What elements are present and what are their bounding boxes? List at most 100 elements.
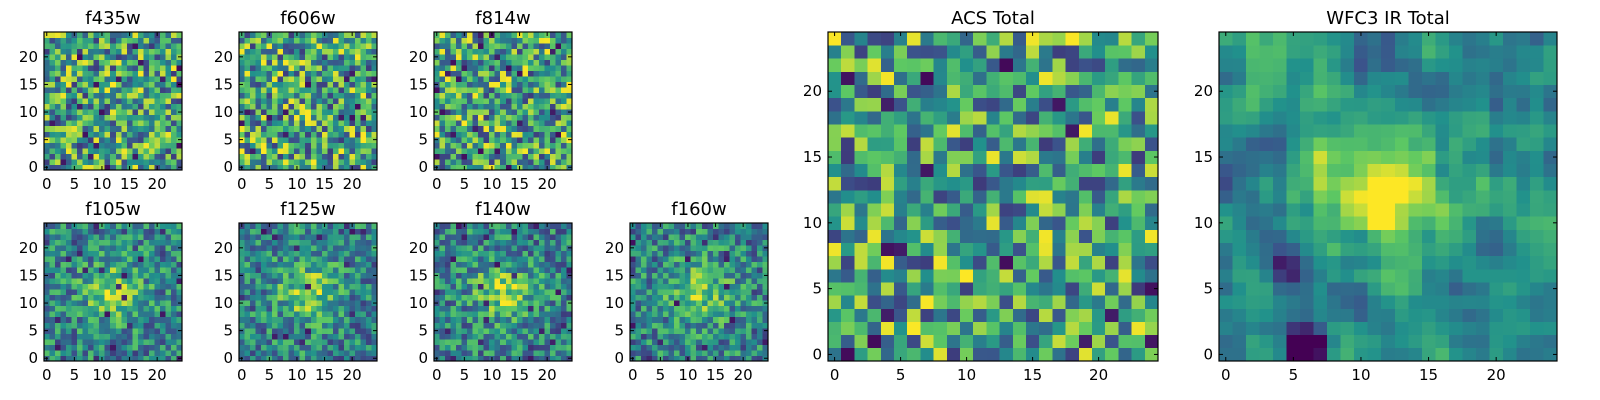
heatmap-cell — [707, 322, 714, 329]
heatmap-cell — [472, 131, 479, 138]
heatmap-cell — [104, 147, 111, 154]
heatmap-cell — [93, 272, 100, 279]
heatmap-cell — [456, 120, 462, 127]
heatmap-cell — [71, 256, 78, 263]
heatmap-cell — [533, 267, 540, 274]
heatmap-cell — [439, 48, 446, 55]
heatmap-cell — [44, 250, 50, 257]
heatmap-cell — [159, 261, 166, 268]
heatmap-cell — [126, 294, 133, 301]
heatmap-cell — [674, 305, 681, 312]
heatmap-cell — [305, 239, 312, 246]
heatmap-cell — [527, 349, 534, 356]
heatmap-cell — [88, 164, 95, 171]
heatmap-cell — [1026, 176, 1040, 191]
heatmap-cell — [505, 294, 512, 301]
heatmap-cell — [472, 278, 479, 285]
heatmap-cell — [250, 278, 256, 285]
heatmap-cell — [255, 228, 262, 235]
heatmap-cell — [332, 289, 339, 296]
heatmap-cell — [511, 223, 518, 229]
heatmap-cell — [960, 163, 974, 178]
heatmap-cell — [439, 87, 446, 94]
heatmap-cell — [679, 338, 686, 345]
heatmap-cell — [255, 245, 262, 251]
heatmap-cell — [360, 223, 367, 229]
heatmap-cell — [461, 37, 468, 44]
heatmap-cell — [472, 327, 479, 334]
heatmap-cell — [456, 267, 462, 274]
heatmap-cell — [489, 239, 496, 246]
heatmap-cell — [560, 349, 567, 356]
heatmap-cell — [365, 305, 372, 312]
heatmap-cell — [165, 223, 172, 229]
heatmap-cell — [239, 142, 245, 149]
heatmap-cell — [338, 267, 345, 274]
heatmap-cell — [66, 70, 72, 77]
heatmap-cell — [170, 344, 177, 351]
heatmap-cell — [321, 65, 328, 72]
heatmap-cell — [478, 228, 485, 235]
heatmap-cell — [483, 283, 490, 290]
heatmap-cell — [1131, 295, 1146, 309]
heatmap-cell — [99, 289, 106, 296]
heatmap-cell — [132, 54, 139, 60]
heatmap-cell — [143, 228, 150, 235]
heatmap-cell — [920, 216, 934, 230]
heatmap-cell — [299, 109, 306, 116]
heatmap-cell — [516, 228, 523, 235]
heatmap-cell — [494, 142, 501, 149]
heatmap-cell — [288, 256, 295, 263]
heatmap-cell — [305, 322, 312, 329]
heatmap-cell — [500, 158, 507, 165]
heatmap-cell — [294, 114, 301, 121]
heatmap-cell — [60, 136, 67, 143]
heatmap-cell — [505, 70, 512, 77]
panel-title: f105w — [85, 199, 140, 220]
heatmap-cell — [154, 316, 161, 323]
heatmap-cell — [555, 294, 562, 301]
heatmap-cell — [165, 239, 172, 246]
heatmap-cell — [729, 228, 736, 235]
heatmap-cell — [555, 32, 562, 38]
heatmap-cell — [121, 59, 128, 66]
heatmap-cell — [49, 103, 56, 110]
heatmap-cell — [310, 272, 317, 279]
heatmap-cell — [115, 136, 122, 143]
heatmap-cell — [527, 239, 534, 246]
heatmap-cell — [544, 59, 551, 66]
heatmap-cell — [121, 114, 128, 121]
heatmap-cell — [261, 228, 267, 235]
heatmap-cell — [472, 256, 479, 263]
heatmap-cell — [244, 349, 251, 356]
heatmap-cell — [349, 234, 356, 240]
heatmap-cell — [511, 32, 518, 38]
heatmap-cell — [49, 37, 56, 44]
heatmap-cell — [305, 344, 312, 351]
heatmap-cell — [538, 32, 545, 38]
heatmap-cell — [533, 114, 540, 121]
heatmap-cell — [137, 322, 144, 329]
heatmap-cell — [762, 256, 769, 263]
heatmap-cell — [272, 76, 279, 83]
heatmap-cell — [126, 327, 133, 334]
heatmap-cell — [250, 136, 256, 143]
heatmap-cell — [327, 261, 334, 268]
heatmap-cell — [894, 189, 908, 204]
heatmap-cell — [635, 355, 642, 362]
heatmap-cell — [132, 349, 139, 356]
heatmap-cells — [239, 32, 378, 171]
heatmap-cell — [641, 322, 647, 329]
heatmap-cell — [1105, 255, 1119, 270]
heatmap-cell — [646, 223, 653, 229]
heatmap-cell — [55, 294, 61, 301]
heatmap-cell — [549, 32, 556, 38]
heatmap-cell — [93, 322, 100, 329]
heatmap-cell — [299, 65, 306, 72]
heatmap-cell — [566, 76, 573, 83]
heatmap-cell — [533, 333, 540, 340]
heatmap-cell — [555, 327, 562, 334]
heatmap-cell — [630, 316, 636, 323]
heatmap-cell — [255, 234, 262, 240]
heatmap-cell — [867, 189, 882, 204]
